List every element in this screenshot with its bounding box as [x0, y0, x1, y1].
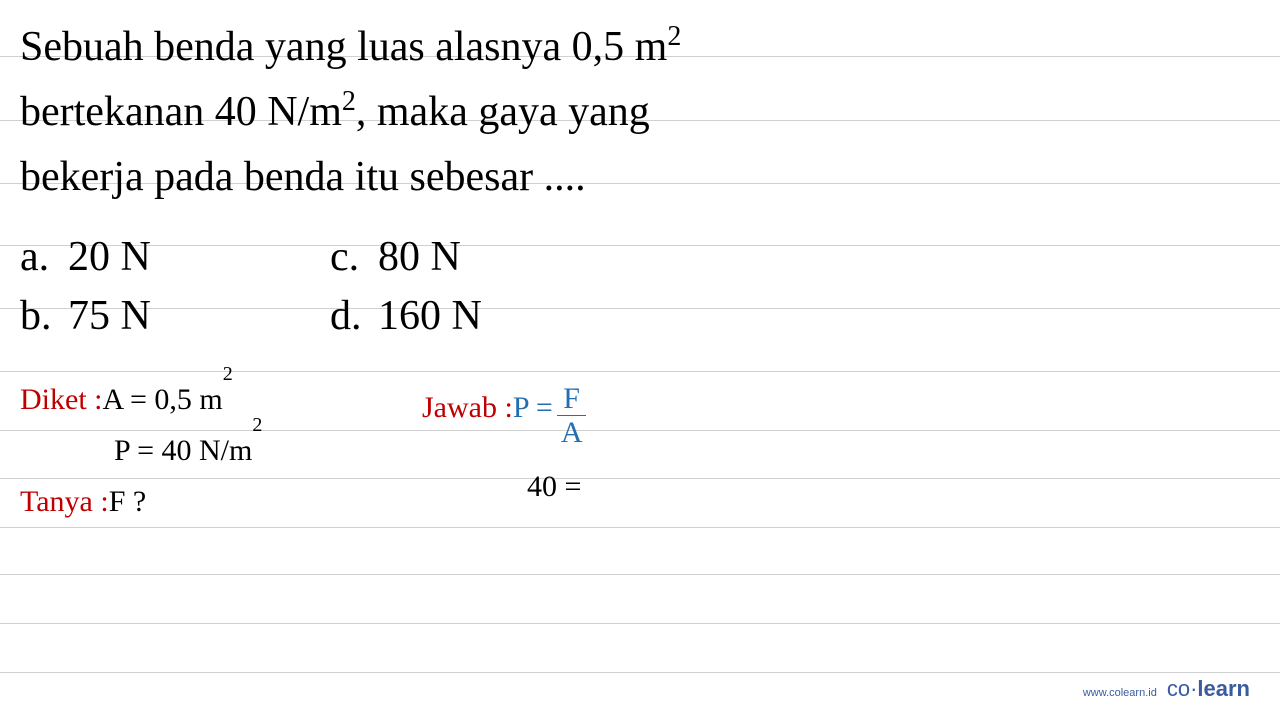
rule-line — [0, 672, 1280, 673]
rule-line — [0, 623, 1280, 624]
option-c-text: 80 N — [378, 234, 461, 280]
diket-a-text: A = 0,5 m — [103, 374, 223, 425]
diket-p-text: P = 40 N/m — [114, 425, 252, 476]
options-column-left: a.20 N b.75 N — [20, 228, 330, 346]
fraction-denominator: A — [557, 415, 587, 449]
rule-line — [0, 574, 1280, 575]
options-column-right: c.80 N d.160 N — [330, 228, 482, 346]
diket-p-row: P = 40 N/m2 — [20, 425, 420, 476]
option-c-letter: c. — [330, 228, 378, 287]
option-b: b.75 N — [20, 287, 330, 346]
jawab-row: Jawab : P = F A — [422, 374, 586, 441]
brand-co: co — [1167, 676, 1190, 701]
option-b-text: 75 N — [68, 293, 151, 339]
jawab-step2-text: 40 = — [527, 461, 581, 512]
solution-answer: Jawab : P = F A 40 = — [422, 374, 586, 527]
jawab-label: Jawab : — [422, 382, 513, 433]
tanya-row: Tanya : F ? — [20, 476, 420, 527]
option-a: a.20 N — [20, 228, 330, 287]
question-line1-sup: 2 — [667, 21, 681, 52]
question-line1-text: Sebuah benda yang luas alasnya 0,5 m — [20, 24, 667, 70]
tanya-label: Tanya : — [20, 476, 109, 527]
option-d-text: 160 N — [378, 293, 482, 339]
option-d-letter: d. — [330, 287, 378, 346]
diket-label: Diket : — [20, 374, 103, 425]
jawab-eq-left: P = — [513, 382, 553, 433]
jawab-step2-row: 40 = — [422, 461, 586, 512]
rule-line — [0, 527, 1280, 528]
question-line2-sup: 2 — [342, 86, 356, 117]
footer-brand: co·learn — [1167, 676, 1250, 702]
question-line2-text-a: bertekanan 40 N/m — [20, 89, 342, 135]
option-b-letter: b. — [20, 287, 68, 346]
option-c: c.80 N — [330, 228, 482, 287]
option-d: d.160 N — [330, 287, 482, 346]
brand-learn: learn — [1197, 676, 1250, 701]
tanya-text: F ? — [109, 476, 147, 527]
option-a-letter: a. — [20, 228, 68, 287]
question-line2-text-b: , maka gaya yang — [356, 89, 650, 135]
question-text: Sebuah benda yang luas alasnya 0,5 m2 be… — [20, 15, 1260, 210]
question-line3-text: bekerja pada benda itu sebesar .... — [20, 154, 586, 200]
fraction-numerator: F — [559, 382, 584, 415]
footer-url: www.colearn.id — [1083, 687, 1157, 699]
fraction: F A — [557, 382, 587, 449]
answer-options: a.20 N b.75 N c.80 N d.160 N — [20, 228, 1260, 346]
content-area: Sebuah benda yang luas alasnya 0,5 m2 be… — [0, 0, 1280, 527]
option-a-text: 20 N — [68, 234, 151, 280]
footer-branding: www.colearn.id co·learn — [1083, 676, 1250, 702]
solution-given: Diket : A = 0,5 m2 P = 40 N/m2 Tanya : F… — [20, 374, 420, 527]
solution-area: Diket : A = 0,5 m2 P = 40 N/m2 Tanya : F… — [20, 374, 1260, 527]
diket-row: Diket : A = 0,5 m2 — [20, 374, 420, 425]
